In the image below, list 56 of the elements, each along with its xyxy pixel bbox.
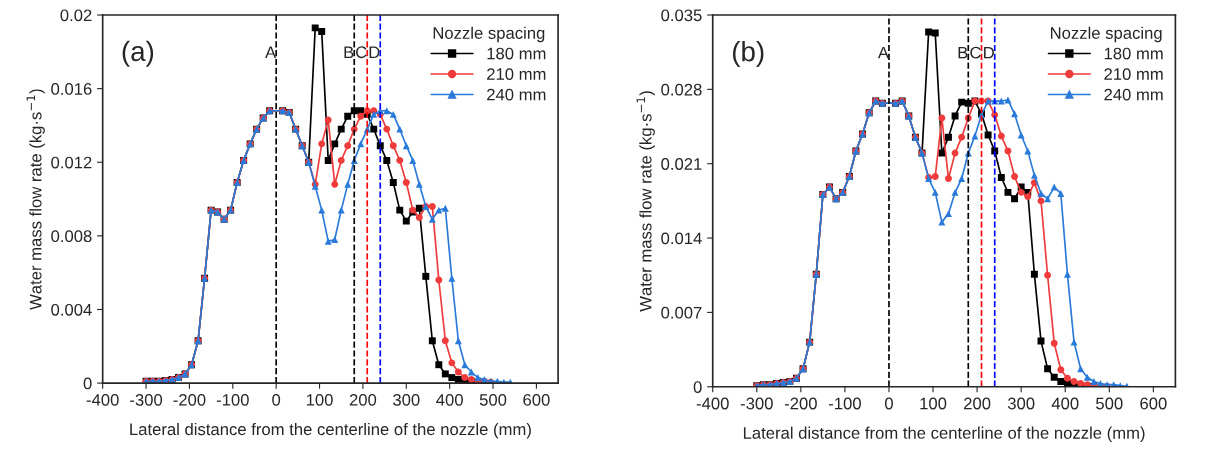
y-tick-label: 0 <box>693 381 702 393</box>
ref-line-label: B <box>958 46 968 59</box>
ref-line-label: A <box>265 46 277 58</box>
x-tick-label: -200 <box>173 393 206 406</box>
legend-title: Nozzle spacing <box>1050 26 1162 43</box>
x-tick-label: 500 <box>479 393 507 406</box>
y-tick-label: 0.004 <box>51 303 92 316</box>
legend-label: 240 mm <box>487 88 546 101</box>
annotation: (b) <box>732 41 764 67</box>
x-tick-label: 600 <box>523 393 550 406</box>
y-tick-label: 0.016 <box>51 83 92 95</box>
legend-label: 240 mm <box>1104 88 1163 101</box>
x-tick-label: 100 <box>920 397 947 410</box>
y-tick-label: 0.012 <box>51 156 92 169</box>
x-tick-label: 500 <box>1096 397 1123 410</box>
ref-line-label: C <box>356 46 367 59</box>
ref-line-label: A <box>877 46 889 59</box>
x-axis-title: Lateral distance from the centerline of the nozzle (mm) <box>743 426 1145 443</box>
ref-line-label: C <box>970 46 981 59</box>
x-axis-title: Lateral distance from the centerline of the nozzle (mm) <box>130 422 531 439</box>
x-tick-label: 0 <box>272 393 281 406</box>
x-tick-label: 0 <box>884 397 893 410</box>
legend-title: Nozzle spacing <box>433 26 545 43</box>
y-tick-label: 0.028 <box>661 83 702 96</box>
ref-line-label: B <box>344 46 354 58</box>
x-tick-label: 100 <box>306 393 333 406</box>
y-tick-label: 0 <box>83 377 92 390</box>
y-tick-label: 0.035 <box>661 9 702 22</box>
legend-label: 210 mm <box>487 68 546 80</box>
x-tick-label: 200 <box>349 393 377 406</box>
x-tick-label: 300 <box>1007 397 1035 410</box>
y-tick-label: 0.021 <box>661 158 702 170</box>
y-axis-title: Water mass flow rate (kg·s$^{−1}$) <box>636 91 655 312</box>
x-tick-label: 600 <box>1140 397 1167 410</box>
y-tick-label: 0.008 <box>51 230 92 243</box>
ref-line-label: D <box>369 46 380 58</box>
legend-label: 180 mm <box>1104 47 1163 60</box>
ref-line-label: D <box>984 46 994 59</box>
legend-label: 180 mm <box>487 47 546 60</box>
x-tick-label: -100 <box>828 397 861 410</box>
x-tick-label: -300 <box>130 393 163 406</box>
x-tick-label: 400 <box>1051 397 1079 410</box>
x-tick-label: -100 <box>216 393 249 406</box>
y-tick-label: 0.007 <box>661 306 702 319</box>
x-tick-label: -400 <box>86 393 119 406</box>
y-tick-label: 0.014 <box>661 232 702 245</box>
x-tick-label: -400 <box>696 397 729 410</box>
x-tick-label: 200 <box>964 397 991 410</box>
x-tick-label: -200 <box>784 397 817 410</box>
x-tick-label: 400 <box>436 393 463 406</box>
annotation: (a) <box>122 40 154 67</box>
x-tick-label: -300 <box>740 397 773 410</box>
y-tick-label: 0.02 <box>60 9 92 22</box>
legend-label: 210 mm <box>1104 68 1163 80</box>
y-axis-title: Water mass flow rate (kg·s$^{−1}$) <box>26 89 45 310</box>
x-tick-label: 300 <box>393 393 420 406</box>
